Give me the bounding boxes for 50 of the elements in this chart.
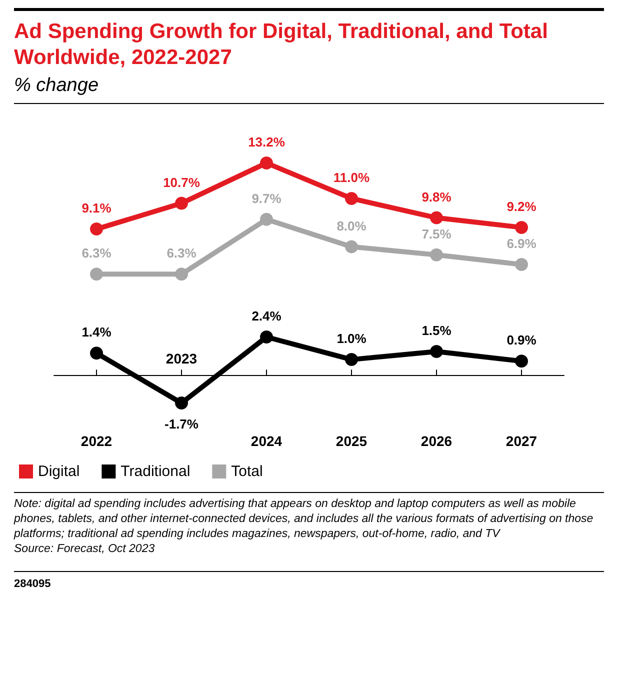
x-tick-label: 2025 [336, 433, 368, 449]
point [515, 258, 528, 271]
legend-label: Traditional [120, 463, 190, 480]
data-label: 7.5% [422, 226, 452, 242]
data-label: 11.0% [333, 170, 370, 185]
data-label: 6.3% [82, 246, 112, 261]
point [515, 354, 528, 368]
data-label: 6.3% [166, 246, 197, 261]
data-label: 0.9% [506, 332, 537, 348]
point [345, 240, 358, 254]
point [345, 353, 358, 366]
data-label: 1.0% [336, 331, 367, 346]
data-label: -1.7% [164, 416, 199, 432]
x-tick-label: 2023 [166, 350, 198, 367]
data-label: 1.4% [82, 324, 112, 340]
chart-title: Ad Spending Growth for Digital, Traditional, and Total Worldwide, 2022-2027 [14, 19, 549, 71]
point [175, 196, 188, 210]
point [430, 345, 443, 358]
data-label: 1.5% [422, 323, 452, 338]
data-label: 9.2% [506, 198, 537, 214]
point [260, 330, 273, 344]
data-label: 8.0% [336, 218, 367, 234]
data-label: 6.9% [506, 236, 537, 251]
point [260, 156, 273, 170]
x-tick-label: 2022 [80, 433, 112, 449]
data-label: 9.7% [252, 190, 282, 206]
x-tick-label: 2027 [506, 433, 538, 449]
legend-label: Total [231, 463, 263, 480]
data-label: 10.7% [163, 174, 200, 190]
source-note: Source: Forecast, Oct 2023 [14, 542, 156, 557]
point [90, 222, 103, 236]
chart-subtitle: % change [14, 75, 604, 104]
point [260, 212, 273, 226]
x-tick-label: 2024 [250, 433, 282, 449]
text: Note: digital ad spending includes advertising that appears on desktop and laptop computers as well as mobile phones, tablets, and other internet-connected devices, and includes all the various formats of advertising on those platforms; traditional ad spending includes magazines, newspapers, out-of-home, radio, and TV [14, 497, 594, 542]
point [515, 220, 528, 234]
point [430, 211, 443, 224]
data-label: 9.8% [422, 189, 452, 204]
point [175, 268, 188, 281]
x-tick-label: 2026 [420, 433, 452, 449]
text: 284095 [14, 571, 604, 590]
point [430, 248, 443, 262]
data-label: 2.4% [252, 308, 282, 324]
point [90, 346, 103, 360]
legend-label: Digital [38, 463, 80, 480]
point [90, 268, 103, 281]
data-label: 9.1% [82, 200, 112, 216]
data-label: 13.2% [248, 134, 286, 150]
point [345, 192, 358, 205]
point [175, 396, 188, 410]
